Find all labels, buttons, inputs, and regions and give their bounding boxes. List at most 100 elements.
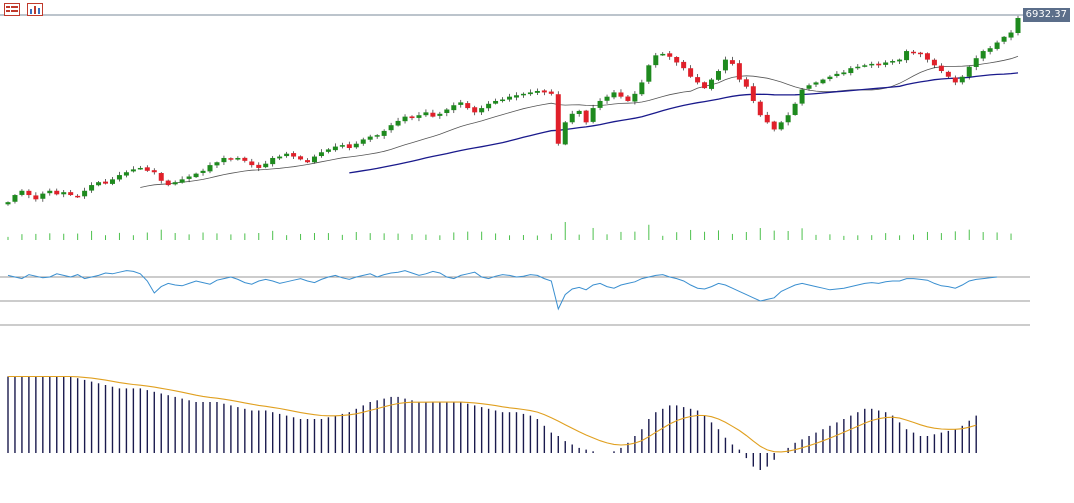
candle-up <box>263 163 269 168</box>
candle-up <box>360 139 366 144</box>
candle-up <box>235 157 241 160</box>
candle-up <box>785 115 791 123</box>
candle-down <box>938 65 944 72</box>
candle-up <box>597 100 603 108</box>
candle-up <box>207 165 213 172</box>
candle-up <box>569 113 575 123</box>
candle-up <box>604 96 610 101</box>
candle-up <box>325 149 331 152</box>
candle-up <box>527 92 533 95</box>
candle-up <box>47 190 53 194</box>
chart-settings-icon[interactable] <box>27 3 43 16</box>
candle-up <box>848 68 854 74</box>
candle-up <box>416 115 422 118</box>
candle-down <box>618 92 624 97</box>
candle-up <box>5 202 11 205</box>
candle-up <box>792 103 798 115</box>
candle-down <box>103 181 109 184</box>
list-view-icon[interactable] <box>4 3 20 16</box>
candle-up <box>904 51 910 61</box>
candle-down <box>33 195 39 200</box>
candle-up <box>994 42 1000 49</box>
candle-up <box>353 143 359 148</box>
candle-down <box>298 156 304 160</box>
candle-up <box>96 182 102 186</box>
candle-down <box>876 63 882 66</box>
candle-up <box>123 172 129 176</box>
candle-up <box>590 108 596 122</box>
candle-up <box>799 89 805 104</box>
candle-down <box>583 110 589 123</box>
candle-up <box>834 73 840 77</box>
candle-up <box>367 136 373 140</box>
candle-down <box>674 57 680 63</box>
candle-up <box>660 53 666 56</box>
candle-down <box>757 101 763 116</box>
candle-up <box>576 110 582 114</box>
candle-up <box>646 65 652 82</box>
macd-signal-line <box>8 375 977 453</box>
candle-down <box>249 161 255 166</box>
candle-down <box>945 71 951 77</box>
candle-up <box>1015 17 1021 34</box>
candle-down <box>743 79 749 87</box>
candle-down <box>750 86 756 101</box>
candle-up <box>186 176 192 179</box>
candle-down <box>158 173 164 181</box>
candle-up <box>270 157 276 165</box>
candle-down <box>695 77 701 83</box>
candle-down <box>75 195 81 198</box>
oscillator-line <box>7 270 998 311</box>
candle-down <box>688 68 694 77</box>
candle-up <box>1008 32 1014 38</box>
volume-panel <box>7 221 1012 240</box>
candle-down <box>931 59 937 66</box>
candle-up <box>611 92 617 98</box>
candle-up <box>966 66 972 77</box>
candle-up <box>813 82 819 85</box>
candle-down <box>305 160 311 163</box>
candle-up <box>374 135 380 137</box>
sma-short-line <box>140 55 1019 188</box>
candle-up <box>40 193 46 199</box>
candle-up <box>869 63 875 66</box>
candle-down <box>409 116 415 119</box>
candle-up <box>116 175 122 180</box>
candle-up <box>402 116 408 122</box>
candle-up <box>137 167 143 170</box>
price-panel <box>5 15 1021 206</box>
candle-up <box>862 65 868 67</box>
candle-down <box>952 77 958 83</box>
candle-down <box>681 61 687 69</box>
candle-up <box>179 179 185 183</box>
candle-up <box>806 85 812 89</box>
candle-up <box>19 190 25 195</box>
candle-down <box>346 144 352 148</box>
candle-down <box>764 114 770 123</box>
candle-up <box>109 179 115 184</box>
candle-down <box>729 60 735 64</box>
candle-down <box>555 94 561 144</box>
candle-up <box>82 190 88 197</box>
candle-up <box>381 130 387 136</box>
sma-long-line <box>349 72 1019 174</box>
candle-up <box>437 113 443 116</box>
macd-panel <box>7 375 977 470</box>
candle-up <box>388 125 394 131</box>
candle-up <box>562 122 568 145</box>
candle-up <box>709 79 715 89</box>
candle-up <box>987 48 993 52</box>
candle-up <box>318 152 324 157</box>
candle-down <box>465 103 471 109</box>
candle-down <box>151 170 157 173</box>
candle-down <box>736 63 742 80</box>
candle-up <box>493 100 499 104</box>
candle-up <box>890 61 896 63</box>
candle-up <box>883 62 889 65</box>
candle-up <box>722 59 728 71</box>
candle-down <box>26 190 32 196</box>
candle-up <box>632 93 638 102</box>
candle-up <box>827 76 833 80</box>
candle-down <box>911 51 917 54</box>
